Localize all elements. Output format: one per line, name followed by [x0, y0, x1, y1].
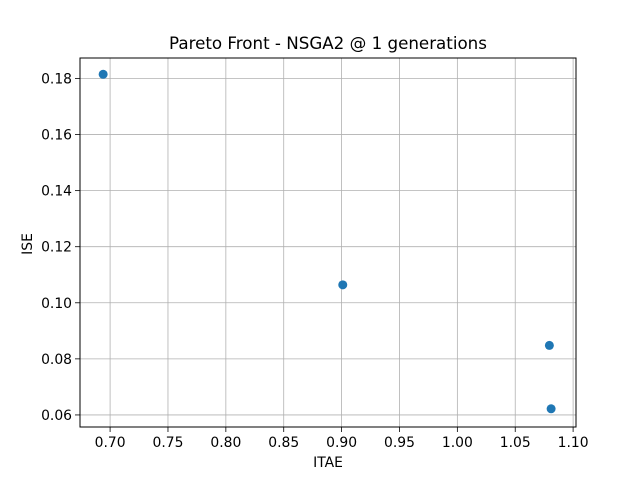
x-tick-label: 1.10 [558, 435, 589, 451]
y-tick-label: 0.14 [41, 184, 72, 200]
x-tick-label: 0.85 [268, 435, 299, 451]
x-tick-label: 0.80 [210, 435, 241, 451]
x-tick-label: 1.05 [500, 435, 531, 451]
x-tick-label: 0.75 [153, 435, 184, 451]
data-point-2 [338, 280, 348, 290]
y-tick-label: 0.18 [41, 71, 72, 87]
data-point-4 [546, 404, 556, 414]
y-tick-label: 0.10 [41, 296, 72, 312]
x-axis-label: ITAE [313, 455, 343, 471]
chart-title: Pareto Front - NSGA2 @ 1 generations [169, 33, 487, 53]
x-axis-ticks: 0.70 0.75 0.80 0.85 0.90 0.95 1.00 1.05 1.10 [95, 427, 589, 451]
x-tick-label: 1.00 [442, 435, 473, 451]
y-tick-label: 0.06 [41, 408, 72, 424]
x-tick-label: 0.90 [326, 435, 357, 451]
data-point-3 [544, 340, 554, 350]
data-point-1 [98, 69, 108, 79]
y-tick-label: 0.12 [41, 240, 72, 256]
y-tick-label: 0.08 [41, 352, 72, 368]
grid-lines [80, 58, 576, 427]
x-tick-label: 0.95 [384, 435, 415, 451]
x-tick-label: 0.70 [95, 435, 126, 451]
y-tick-label: 0.16 [41, 128, 72, 144]
y-axis-label: ISE [20, 233, 36, 255]
plot-frame [79, 57, 577, 428]
y-axis-ticks: 0.06 0.08 0.10 0.12 0.14 0.16 0.18 [41, 71, 80, 424]
data-points [98, 69, 556, 414]
